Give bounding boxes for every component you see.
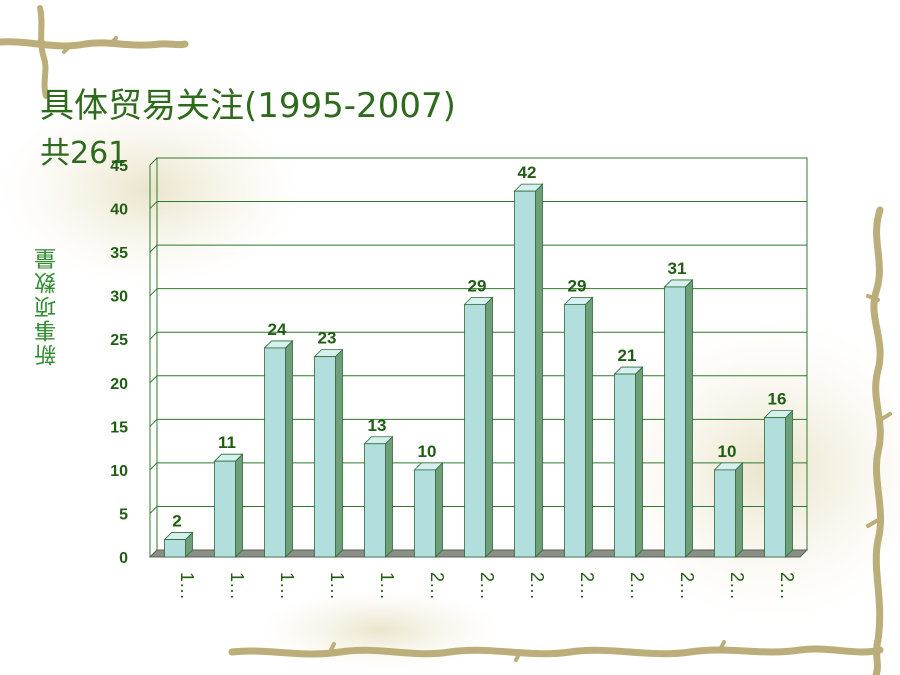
data-label: 29 [468,276,487,295]
bar [564,303,586,558]
data-label: 24 [268,320,287,339]
bar-side [635,366,643,558]
x-tick-label: 1… [327,572,347,600]
x-tick-label: 2… [577,572,597,600]
bar-side [385,435,393,558]
bar [614,373,636,558]
bar [714,469,736,558]
y-tick-label: 15 [110,419,128,436]
slide-subtitle: 共261 [40,136,128,171]
x-tick-label: 2… [727,572,747,600]
bar-side [235,453,243,558]
gridline-side [149,506,158,514]
bar-side [585,296,593,558]
y-tick-label: 25 [110,332,128,349]
x-tick-label: 2… [477,572,497,600]
x-tick-label: 2… [627,572,647,600]
bar-side [685,278,693,558]
data-label: 10 [718,442,737,461]
gridline-side [149,201,158,209]
gridline-side [149,462,158,471]
bar-side [535,183,543,558]
bar [664,286,686,558]
bar-side [285,339,293,558]
x-tick-label: 1… [377,572,397,600]
bar-side [735,461,743,558]
bar-side [485,296,493,558]
bar [414,469,436,558]
x-tick-label: 2… [677,572,697,600]
bar [164,539,186,558]
vine-right-decoration [866,206,892,675]
bar-side [785,409,793,558]
data-label: 2 [172,512,181,531]
gridline-side [149,375,158,384]
gridline-side [149,157,158,166]
data-label: 23 [318,329,337,348]
gridline-side [149,418,158,427]
y-tick-label: 0 [119,550,128,567]
bar [514,190,536,558]
x-tick-label: 2… [527,572,547,600]
x-tick-label: 2… [777,572,797,600]
x-tick-label: 1… [177,572,197,600]
data-label: 10 [418,442,437,461]
data-label: 21 [618,346,637,365]
y-tick-label: 20 [110,376,128,393]
bar [364,443,386,558]
y-tick-label: 35 [110,245,128,262]
y-tick-label: 45 [110,158,128,175]
x-tick-label: 2… [427,572,447,600]
x-tick-label: 1… [277,572,297,600]
vine-bottom-decoration [228,640,884,662]
gridline-side [149,288,158,297]
bar [314,356,336,558]
bar-side [335,348,343,558]
bar [214,460,236,558]
bar [764,417,786,558]
x-tick-label: 1… [227,572,247,600]
data-label: 42 [518,163,537,182]
bar-side [435,461,443,558]
bar [264,347,286,558]
data-label: 16 [768,390,787,409]
data-label: 31 [668,259,687,278]
vine-top-left-decoration [0,5,189,99]
gridline-side [149,331,158,340]
slide-title: 具体贸易关注(1995-2007) [40,86,456,126]
data-label: 11 [218,433,236,452]
gridline-side [149,244,158,253]
y-tick-label: 40 [110,202,128,219]
bar [464,303,486,558]
y-tick-label: 5 [119,506,128,523]
y-tick-label: 30 [110,289,128,306]
y-tick-label: 10 [110,463,128,480]
data-label: 13 [368,416,387,435]
data-label: 29 [568,276,587,295]
